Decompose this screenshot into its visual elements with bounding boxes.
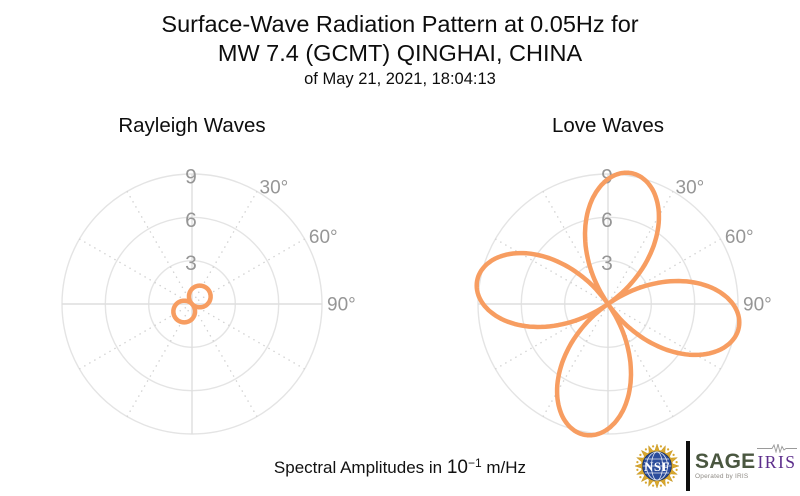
rayleigh-polar-plot: 3 6 9 30° 60° 90°: [61, 166, 356, 435]
nsf-star-dot: [659, 484, 662, 487]
nsf-star-dot: [639, 476, 642, 479]
nsf-star-dot: [672, 476, 675, 479]
title-line-2: MW 7.4 (GCMT) QINGHAI, CHINA: [217, 40, 583, 66]
angle-tick-label: 90°: [327, 295, 356, 316]
nsf-star-dot: [675, 468, 678, 471]
nsf-star-dot: [675, 461, 678, 464]
footer-power-base: 10: [446, 457, 468, 478]
polar-grid-spoke: [197, 306, 305, 370]
radial-tick-label: 3: [601, 252, 613, 275]
polar-grid-spoke: [194, 191, 258, 299]
footer-power-exponent: −1: [467, 456, 482, 470]
angle-tick-label: 60°: [725, 227, 754, 248]
iris-logo-text: IRIS: [757, 452, 797, 472]
radial-tick-label: 3: [185, 252, 197, 275]
polar-grid-spoke: [126, 191, 190, 299]
polar-grid-spoke: [194, 309, 258, 417]
title-line-1: Surface-Wave Radiation Pattern at 0.05Hz…: [161, 11, 639, 37]
nsf-star-dot: [667, 448, 670, 451]
footer-caption: Spectral Amplitudes in 10−1 m/Hz: [0, 456, 800, 479]
figure-title: Surface-Wave Radiation Pattern at 0.05Hz…: [0, 10, 800, 90]
radial-tick-label: 9: [185, 166, 197, 189]
angle-tick-label: 30°: [260, 178, 289, 199]
radial-tick-label: 6: [185, 209, 197, 232]
love-polar-plot: 3 6 9 30° 60° 90°: [474, 166, 772, 438]
footer-prefix: Spectral Amplitudes in: [273, 458, 447, 477]
polar-grid-spoke: [197, 238, 305, 302]
nsf-star-dot: [636, 468, 639, 471]
footer-suffix: m/Hz: [481, 458, 527, 477]
sage-logo-text: SAGE: [695, 450, 756, 473]
rayleigh-plot-title: Rayleigh Waves: [118, 114, 266, 137]
logo-divider-bar: [686, 441, 690, 491]
nsf-logo-text: NSF: [644, 459, 670, 474]
nsf-star-dot: [672, 453, 675, 456]
sage-logo: SAGE Operated by IRIS: [695, 451, 755, 481]
radial-tick-label: 9: [601, 166, 613, 189]
nsf-star-dot: [652, 484, 655, 487]
title-datetime: of May 21, 2021, 18:04:13: [304, 70, 496, 88]
angle-tick-label: 90°: [743, 295, 772, 316]
nsf-logo: NSF: [634, 443, 680, 489]
polar-grid-spoke: [126, 309, 190, 417]
nsf-star-dot: [652, 445, 655, 448]
polar-grid-spoke: [79, 306, 187, 370]
nsf-star-dot: [667, 481, 670, 484]
nsf-star-dot: [644, 448, 647, 451]
radial-tick-label: 6: [601, 209, 613, 232]
angle-tick-label: 60°: [309, 227, 338, 248]
nsf-star-dot: [659, 445, 662, 448]
love-plot-title: Love Waves: [551, 114, 665, 137]
nsf-star-dot: [636, 461, 639, 464]
iris-logo: IRIS: [757, 444, 797, 472]
nsf-star-dot: [644, 481, 647, 484]
footer-power: 10−1: [446, 456, 482, 478]
nsf-star-dot: [639, 453, 642, 456]
radiation-pattern-curve: [171, 283, 213, 325]
angle-tick-label: 30°: [676, 178, 705, 199]
polar-grid-spoke: [79, 238, 187, 302]
radiation-pattern-curve: [474, 170, 742, 438]
iris-seismogram-icon: [757, 444, 797, 453]
sage-logo-subtext: Operated by IRIS: [695, 473, 749, 480]
